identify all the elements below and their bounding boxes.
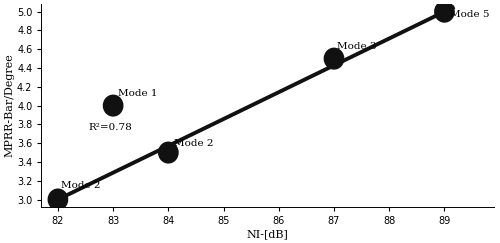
- Ellipse shape: [324, 48, 344, 69]
- Ellipse shape: [104, 95, 123, 116]
- Ellipse shape: [435, 1, 454, 22]
- Ellipse shape: [158, 142, 178, 163]
- Text: Mode 2: Mode 2: [174, 139, 214, 148]
- Text: Mode 3: Mode 3: [337, 42, 376, 51]
- Ellipse shape: [48, 189, 68, 210]
- X-axis label: NI-[dB]: NI-[dB]: [247, 229, 288, 239]
- Text: Mode 5: Mode 5: [450, 10, 490, 19]
- Text: Mode 1: Mode 1: [118, 89, 157, 98]
- Y-axis label: MPRR-Bar/Degree: MPRR-Bar/Degree: [4, 54, 14, 157]
- Text: R²=0.78: R²=0.78: [88, 122, 132, 131]
- Text: Mode 2: Mode 2: [60, 181, 100, 190]
